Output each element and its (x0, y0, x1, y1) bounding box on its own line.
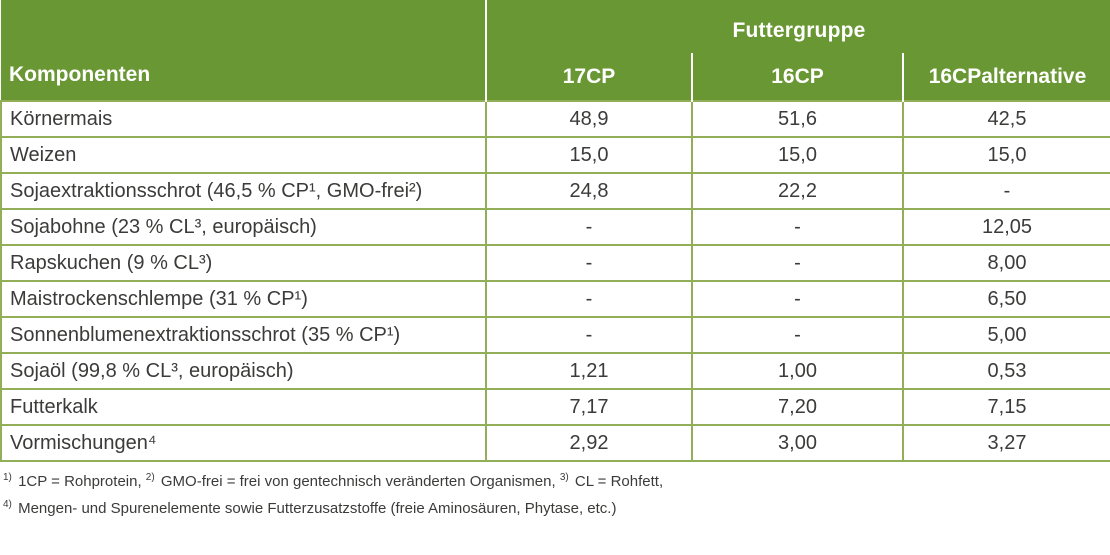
value-cell: - (485, 280, 693, 318)
value-cell: 7,15 (902, 388, 1110, 426)
value-cell: - (485, 244, 693, 282)
row-label: Sojabohne (23 % CL³, europäisch) (0, 208, 487, 246)
table-row: Sojaextraktionsschrot (46,5 % CP¹, GMO-f… (0, 172, 1110, 210)
value-cell: 15,0 (902, 136, 1110, 174)
value-cell: - (691, 208, 904, 246)
footnote-line: 1) 1CP = Rohprotein, 2) GMO-frei = frei … (3, 469, 1110, 496)
row-label: Körnermais (0, 100, 487, 138)
value-cell: 22,2 (691, 172, 904, 210)
row-label: Sonnenblumenextraktionsschrot (35 % CP¹) (0, 316, 487, 354)
value-cell: 48,9 (485, 100, 693, 138)
value-cell: 42,5 (902, 100, 1110, 138)
value-cell: 12,05 (902, 208, 1110, 246)
value-cell: - (691, 316, 904, 354)
value-cell: 15,0 (691, 136, 904, 174)
table-row: Maistrockenschlempe (31 % CP¹) - -6,50 (0, 280, 1110, 318)
value-cell: - (485, 316, 693, 354)
value-cell: - (691, 244, 904, 282)
table-row: Körnermais 48,9 51,6 42,5 (0, 100, 1110, 138)
footnote-line: 4) Mengen- und Spurenelemente sowie Futt… (3, 496, 1110, 523)
value-cell: 24,8 (485, 172, 693, 210)
value-cell: - (691, 280, 904, 318)
row-label: Maistrockenschlempe (31 % CP¹) (0, 280, 487, 318)
column-header-16cp: 16CP (691, 53, 903, 101)
row-label: Weizen (0, 136, 487, 174)
row-label: Sojaextraktionsschrot (46,5 % CP¹, GMO-f… (0, 172, 487, 210)
value-cell: 3,27 (902, 424, 1110, 462)
table-row: Weizen 15,0 15,0 15,0 (0, 136, 1110, 174)
footnote-marker: 2) (145, 472, 155, 483)
value-cell: - (902, 172, 1110, 210)
group-header-row: Komponenten Futtergruppe (1, 0, 1110, 101)
value-cell: 1,00 (691, 352, 904, 390)
row-label: Rapskuchen (9 % CL³) (0, 244, 487, 282)
footnote-text: CL = Rohfett, (570, 473, 664, 490)
footnote-marker: 4) (3, 498, 12, 510)
table-row: Sojabohne (23 % CL³, europäisch) - -12,05 (0, 208, 1110, 246)
row-label: Sojaöl (99,8 % CL³, europäisch) (0, 352, 487, 390)
footnote-marker: 1) (3, 472, 12, 483)
column-header-row: 17CP 16CP 16CPalternative (1, 53, 1110, 101)
table-row: Sojaöl (99,8 % CL³, europäisch) 1,21 1,00 0… (0, 352, 1110, 390)
value-cell: 0,53 (902, 352, 1110, 390)
column-header-komponenten: Komponenten (1, 0, 487, 101)
column-header-17cp: 17CP (485, 53, 692, 101)
value-cell: 1,21 (485, 352, 693, 390)
table-header: Komponenten Futtergruppe 17CP 16CP 16CPalt… (1, 0, 1110, 101)
value-cell: 7,17 (485, 388, 693, 426)
value-cell: - (485, 208, 693, 246)
footnote-text: GMO-frei = frei von gentechnisch verände… (156, 473, 560, 490)
table-row: Vormischungen⁴ 2,92 3,00 3,27 (0, 424, 1110, 462)
table-row: Futterkalk 7,17 7,20 7,15 (0, 388, 1110, 426)
feed-composition-table: Komponenten Futtergruppe 17CP 16CP 16CPalt… (0, 0, 1110, 462)
footnote-text: 1CP = Rohprotein, (13, 473, 146, 490)
value-cell: 3,00 (691, 424, 904, 462)
value-cell: 51,6 (691, 100, 904, 138)
footnotes: 1) 1CP = Rohprotein, 2) GMO-frei = frei … (0, 469, 1110, 522)
value-cell: 6,50 (902, 280, 1110, 318)
column-header-16cpalternative: 16CPalternative (902, 53, 1110, 101)
value-cell: 8,00 (902, 244, 1110, 282)
value-cell: 5,00 (902, 316, 1110, 354)
row-label: Futterkalk (0, 388, 487, 426)
value-cell: 7,20 (691, 388, 904, 426)
footnote-marker: 3) (559, 472, 569, 483)
value-cell: 15,0 (485, 136, 693, 174)
table-row: Rapskuchen (9 % CL³) - -8,00 (0, 244, 1110, 282)
row-label: Vormischungen⁴ (0, 424, 487, 462)
table-body: Körnermais 48,9 51,6 42,5 Weizen 15,0 15,0 15,0… (0, 100, 1110, 462)
group-header-futtergruppe: Futtergruppe (486, 0, 1110, 53)
table-row: Sonnenblumenextraktionsschrot (35 % CP¹)… (0, 316, 1110, 354)
footnote-text: Mengen- und Spurenelemente sowie Futterz… (13, 499, 617, 517)
value-cell: 2,92 (485, 424, 693, 462)
